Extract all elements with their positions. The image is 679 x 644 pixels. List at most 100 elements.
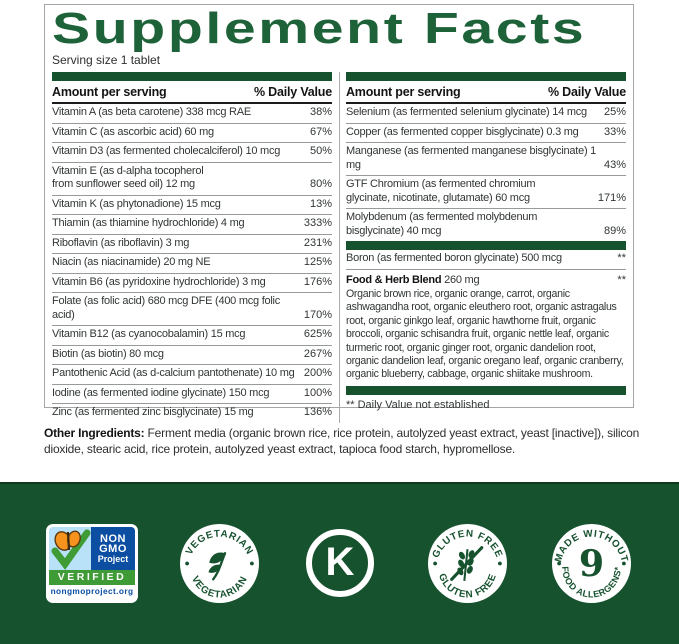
nutrient-name: Selenium (as fermented selenium glycinat… [345, 106, 587, 118]
page-title: Supplement Facts [52, 4, 587, 53]
table-row: Copper (as fermented copper bisglycinate… [345, 124, 626, 143]
kosher-badge: K [306, 529, 374, 597]
nutrient-name: Molybdenum (as fermented molybdenum bisg… [345, 211, 538, 237]
table-row-boron: Boron (as fermented boron glycinate) 500… [345, 250, 626, 270]
nutrient-dv: 171% [597, 191, 626, 204]
non-gmo-verified-badge: NON GMO Project VERIFIED nongmoproject.o… [46, 524, 138, 603]
table-row: Molybdenum (as fermented molybdenum bisg… [346, 209, 626, 241]
nutrient-name: Zinc (as fermented zinc bisglycinate) 15… [52, 406, 254, 418]
green-bar [52, 72, 332, 81]
column-header: Amount per serving % Daily Value [52, 81, 332, 104]
nutrient-dv: 67% [309, 125, 332, 138]
non-gmo-inner: NON GMO Project VERIFIED nongmoproject.o… [49, 527, 135, 600]
header-daily-value: % Daily Value [254, 85, 332, 99]
blend-header: Food & Herb Blend 260 mg ** [346, 270, 626, 289]
header-amount: Amount per serving [52, 85, 167, 99]
allergen-free-badge: MADE WITHOUT FOOD ALLERGENS* 9 [552, 524, 631, 603]
table-row: Thiamin (as thiamine hydrochloride) 4 mg… [52, 215, 332, 235]
nutrient-name: Vitamin K (as phytonadione) 15 mcg [52, 197, 221, 210]
green-bar [345, 241, 626, 250]
non-gmo-line1: NON [100, 532, 126, 545]
nutrient-name: Vitamin E (as d-alpha tocopherol from su… [52, 164, 204, 191]
table-row: Pantothenic Acid (as d-calcium pantothen… [52, 365, 332, 385]
nutrient-name: Pantothenic Acid (as d-calcium pantothen… [52, 367, 295, 379]
nutrient-name: Iodine (as fermented iodine glycinate) 1… [52, 386, 270, 399]
nutrient-dv: 89% [603, 224, 626, 237]
nutrient-name: Vitamin C (as ascorbic acid) 60 mg [52, 125, 214, 138]
table-row: Vitamin B12 (as cyanocobalamin) 15 mcg 62… [52, 326, 332, 346]
nutrient-name: Manganese (as fermented manganese bisgly… [345, 145, 597, 171]
nutrient-dv: 136% [303, 406, 332, 418]
nutrient-dv: 200% [303, 367, 332, 379]
blend-description: Organic brown rice, organic orange, carr… [345, 288, 624, 381]
nutrient-dv: 625% [303, 328, 332, 340]
green-bar [345, 385, 626, 395]
nutrient-name: Biotin (as biotin) 80 mcg [52, 347, 164, 360]
nutrient-name: Folate (as folic acid) 680 mcg DFE (400 … [52, 295, 281, 321]
non-gmo-line2: GMO [99, 542, 127, 555]
non-gmo-wordmark: NON GMO Project [91, 527, 135, 570]
table-row: Folate (as folic acid) 680 mcg DFE (400 … [52, 293, 332, 326]
supplement-facts-panel: Supplement Facts Serving size 1 tablet A… [44, 4, 634, 423]
table-row: Manganese (as fermented manganese bisgly… [345, 143, 626, 176]
nutrient-dv: 170% [303, 308, 332, 321]
kosher-k-letter: K [325, 540, 355, 584]
nutrient-dv: 333% [303, 217, 332, 229]
wheat-slash-icon [450, 546, 484, 581]
nutrient-name: Thiamin (as thiamine hydrochloride) 4 mg [52, 217, 245, 229]
non-gmo-line3: Project [97, 553, 129, 564]
nutrient-dv: 231% [303, 236, 332, 249]
table-row: Zinc (as fermented zinc bisglycinate) 15… [52, 404, 332, 423]
other-ingredients-label: Other Ingredients: [44, 426, 145, 440]
blend-name-bold: Food & Herb Blend [345, 273, 442, 286]
green-bar [345, 72, 626, 81]
nutrient-dv: 267% [303, 347, 332, 360]
leaf-icon [208, 552, 227, 581]
table-row: Niacin (as niacinamide) 20 mg NE 125% [52, 254, 332, 274]
blend-dv: ** [617, 273, 626, 286]
nutrient-dv: 50% [309, 145, 332, 157]
table-row: Vitamin A (as beta carotene) 338 mcg RAE… [52, 104, 332, 124]
nutrient-name: Vitamin B6 (as pyridoxine hydrochloride)… [52, 275, 266, 288]
nutrient-name: Vitamin B12 (as cyanocobalamin) 15 mcg [52, 328, 246, 340]
non-gmo-top: NON GMO Project [49, 527, 135, 570]
nutrient-dv: 38% [309, 106, 332, 118]
nutrient-dv: 125% [303, 256, 332, 268]
nutrient-dv: 100% [303, 386, 332, 399]
blend-name: Food & Herb Blend 260 mg [345, 273, 480, 288]
nutrient-dv: ** [617, 252, 626, 264]
table-row: Vitamin C (as ascorbic acid) 60 mg 67% [52, 124, 332, 143]
nutrient-name: Niacin (as niacinamide) 20 mg NE [52, 256, 211, 268]
nutrient-dv: 43% [603, 158, 626, 171]
facts-column-left: Amount per serving % Daily Value Vitamin… [52, 72, 332, 423]
nutrient-name: Vitamin D3 (as fermented cholecalciferol… [52, 145, 281, 157]
header-amount: Amount per serving [345, 85, 461, 99]
facts-column-right: Amount per serving % Daily Value Seleniu… [345, 72, 626, 423]
butterfly-icon [49, 527, 91, 570]
certification-band: NON GMO Project VERIFIED nongmoproject.o… [0, 482, 679, 644]
nutrient-dv: 33% [603, 125, 626, 138]
table-row: Vitamin K (as phytonadione) 15 mcg 13% [52, 196, 332, 215]
nutrient-name: Riboflavin (as riboflavin) 3 mg [52, 236, 190, 249]
facts-columns: Amount per serving % Daily Value Vitamin… [52, 72, 626, 423]
vegetarian-badge: VEGETARIAN VEGETARIAN [180, 524, 259, 603]
nutrient-name: Boron (as fermented boron glycinate) 500… [345, 252, 562, 264]
gluten-free-badge: GLUTEN FREE GLUTEN FREE [428, 524, 507, 603]
nutrient-name: Vitamin A (as beta carotene) 338 mcg RAE [52, 106, 251, 118]
header-daily-value: % Daily Value [547, 85, 626, 99]
nutrient-dv: 176% [303, 275, 332, 288]
other-ingredients: Other Ingredients: Ferment media (organi… [44, 426, 650, 457]
column-header: Amount per serving % Daily Value [345, 81, 626, 104]
non-gmo-verified-bar: VERIFIED [49, 570, 135, 585]
nutrient-name: Copper (as fermented copper bisglycinate… [345, 125, 579, 138]
serving-size: Serving size 1 tablet [52, 53, 161, 67]
table-row: Vitamin B6 (as pyridoxine hydrochloride)… [52, 274, 332, 293]
table-row: GTF Chromium (as fermented chromium glyc… [345, 176, 626, 209]
column-divider [339, 72, 340, 423]
non-gmo-url: nongmoproject.org [49, 585, 135, 598]
table-row: Selenium (as fermented selenium glycinat… [345, 104, 626, 124]
table-row: Iodine (as fermented iodine glycinate) 1… [52, 385, 332, 404]
table-row: Biotin (as biotin) 80 mcg 267% [52, 346, 332, 365]
blend-amount: 260 mg [441, 273, 480, 286]
nutrient-dv: 25% [603, 106, 626, 118]
